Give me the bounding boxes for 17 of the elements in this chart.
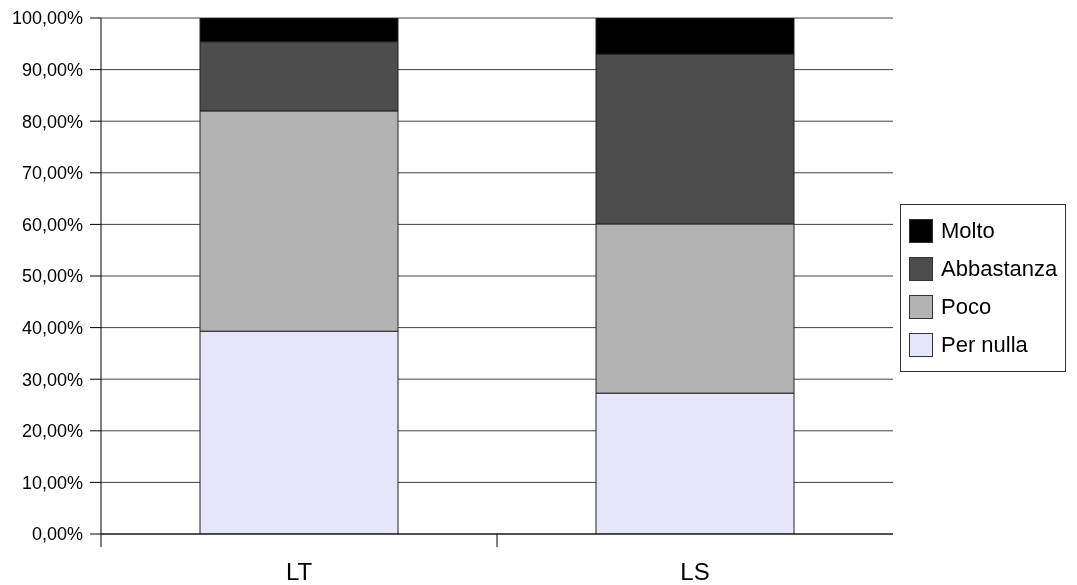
y-tick-label: 0,00% [31,524,83,545]
legend-label: Molto [941,218,995,244]
legend-label: Abbastanza [941,256,1058,282]
x-tick-label: LT [285,558,313,585]
legend-label: Poco [941,294,992,320]
x-tick-label: LS [680,558,710,585]
y-tick-label: 40,00% [21,317,83,338]
y-tick-label: 90,00% [21,59,83,80]
y-tick-label: 30,00% [21,369,83,390]
y-tick-label: 50,00% [21,266,83,287]
legend-label: Per nulla [941,332,1028,358]
y-tick-label: 100,00% [11,8,83,29]
y-tick-label: 70,00% [21,163,83,184]
y-tick-label: 60,00% [21,214,83,235]
y-tick-label: 20,00% [21,421,83,442]
y-tick-label: 10,00% [21,472,83,493]
y-tick-label: 80,00% [21,111,83,132]
